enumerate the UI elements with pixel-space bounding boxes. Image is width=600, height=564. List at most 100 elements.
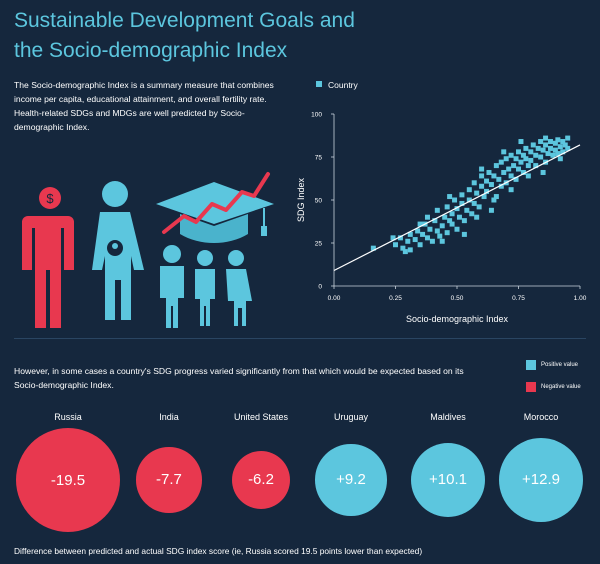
country-name: India [159, 412, 179, 422]
scatter-point [560, 139, 566, 145]
scatter-point [555, 137, 561, 143]
scatter-point [547, 139, 553, 145]
x-tick-label: 1.00 [574, 295, 587, 302]
scatter-point [427, 226, 433, 232]
scatter-point [466, 187, 472, 193]
scatter-point [560, 149, 566, 155]
scatter-point [557, 144, 563, 150]
scatter-point [420, 231, 426, 237]
scatter-point [402, 249, 408, 255]
rising-trend-icon [162, 172, 270, 234]
legend-swatch-country [316, 81, 322, 87]
mother-figure [92, 181, 144, 320]
country-bubble: -6.2 [231, 450, 291, 510]
x-axis-label: Socio-demographic Index [406, 314, 509, 324]
child-2 [195, 269, 215, 326]
scatter-point [461, 218, 467, 224]
scatter-point [530, 142, 536, 148]
scatter-axes: 0.00 0.25 0.50 0.75 1.00 0 25 50 75 100 [311, 112, 587, 303]
scatter-point [449, 211, 455, 217]
scatter-point [424, 235, 430, 241]
country-bubble: +9.2 [315, 444, 387, 516]
scatter-point [454, 226, 460, 232]
scatter-point [405, 238, 411, 244]
child-1 [160, 266, 184, 328]
country-bubble: +10.1 [410, 442, 486, 518]
scatter-point [439, 238, 445, 244]
sdg-scatter-chart: Country 0.00 0.25 0.50 0.75 1.00 0 25 50 75 100 S… [296, 80, 587, 324]
scatter-point [545, 151, 551, 157]
x-tick-label: 0.50 [451, 295, 464, 302]
scatter-point [484, 178, 490, 184]
scatter-point [481, 194, 487, 200]
positive-swatch [526, 360, 536, 370]
scatter-point [461, 231, 467, 237]
scatter-point [479, 173, 485, 179]
country-bubble: -19.5 [16, 428, 120, 532]
scatter-point [523, 145, 529, 151]
scatter-point [397, 235, 403, 241]
scatter-point [452, 197, 458, 203]
scatter-point [437, 233, 443, 239]
scatter-point [520, 169, 526, 175]
scatter-point [501, 169, 507, 175]
child-3 [226, 269, 252, 326]
y-tick-label: 100 [311, 112, 322, 119]
scatter-point [540, 169, 546, 175]
family-illustration: $ [22, 172, 274, 328]
positive-label: Positive value [541, 362, 579, 368]
scatter-point [506, 166, 512, 172]
scatter-point [439, 223, 445, 229]
scatter-point [513, 176, 519, 182]
scatter-point [471, 180, 477, 186]
scatter-point [486, 169, 492, 175]
children-figures [160, 245, 252, 328]
scatter-point [503, 156, 509, 162]
scatter-point [417, 242, 423, 248]
scatter-point [501, 149, 507, 155]
scatter-point [533, 163, 539, 169]
scatter-point [565, 135, 571, 141]
intro-text: The Socio-demographic Index is a summary… [14, 80, 274, 132]
scatter-point [407, 247, 413, 253]
dollar-head-icon [39, 187, 61, 209]
scatter-point [525, 173, 531, 179]
scatter-point [459, 200, 465, 206]
country-bubble-chart: Russia -19.5 India -7.7 United States -6.2 Uru… [0, 408, 600, 538]
scatter-point [562, 142, 568, 148]
mother-head [102, 181, 128, 207]
country-name: Morocco [523, 412, 559, 422]
scatter-point [520, 152, 526, 158]
scatter-point [390, 235, 396, 241]
scatter-point [417, 221, 423, 227]
scatter-point [412, 237, 418, 243]
mother-body [92, 212, 144, 320]
country-bubble: -7.7 [136, 447, 202, 513]
scatter-point [538, 139, 544, 145]
scatter-point [508, 173, 514, 179]
scatter-point [550, 152, 556, 158]
scatter-point [429, 238, 435, 244]
scatter-point [469, 211, 475, 217]
x-tick-label: 0.00 [328, 295, 341, 302]
scatter-point [525, 163, 531, 169]
scatter-point [459, 192, 465, 198]
scatter-point [415, 228, 421, 234]
scatter-point [449, 221, 455, 227]
page-title: Sustainable Development Goals and the So… [14, 6, 434, 66]
scatter-point [488, 182, 494, 188]
scatter-point [528, 157, 534, 163]
scatter-legend: Country [316, 80, 359, 90]
scatter-point [543, 135, 549, 141]
scatter-point [488, 207, 494, 213]
legend-negative: Negative value [526, 380, 581, 394]
scatter-point [513, 156, 519, 162]
scatter-point [511, 163, 517, 169]
lower-description: However, in some cases a country's SDG p… [14, 366, 464, 390]
scatter-point [471, 200, 477, 206]
scatter-point [496, 176, 502, 182]
scatter-point [454, 206, 460, 212]
scatter-point [466, 197, 472, 203]
x-tick-label: 0.75 [512, 295, 525, 302]
trend-line [333, 144, 581, 272]
